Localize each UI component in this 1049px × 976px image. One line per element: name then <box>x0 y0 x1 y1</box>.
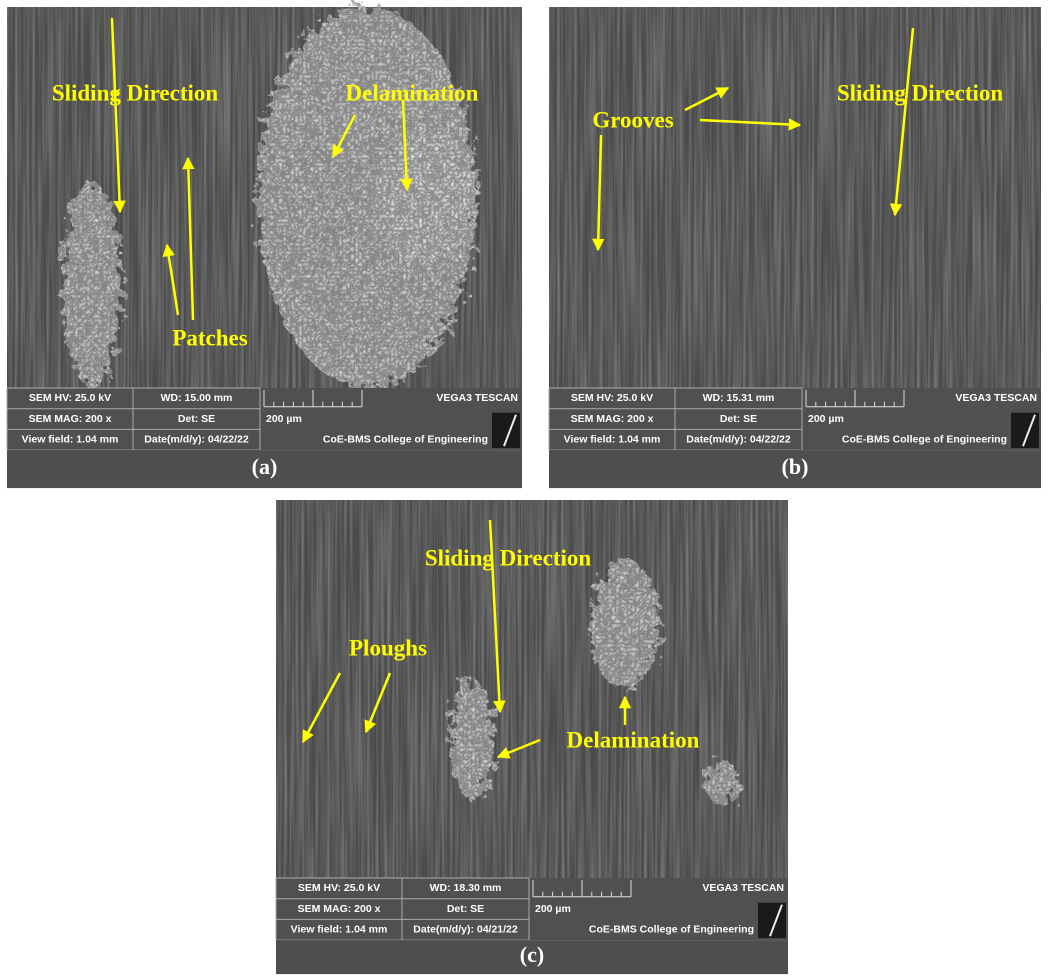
texture <box>549 7 1041 388</box>
info-text: SEM HV: 25.0 kV <box>298 882 380 894</box>
figure: Sliding Direction Delamination Patches SEM … <box>0 0 1049 976</box>
wear-patch <box>705 760 740 805</box>
info-text: SEM MAG: 200 x <box>571 413 654 425</box>
sem-panel: Sliding Direction Ploughs Delamination SEM … <box>276 500 788 974</box>
annotation: Sliding Direction <box>52 80 219 105</box>
info-text: VEGA3 TESCAN <box>702 882 784 894</box>
panel-label: (b) <box>782 454 809 479</box>
info-text: Det: SE <box>447 903 484 915</box>
wear-patch <box>450 680 495 800</box>
info-text: VEGA3 TESCAN <box>436 392 518 404</box>
annotation: Patches <box>172 325 247 350</box>
info-text: WD: 18.30 mm <box>430 882 502 894</box>
info-text: 200 µm <box>266 413 302 425</box>
info-text: WD: 15.31 mm <box>703 392 775 404</box>
info-text: Det: SE <box>720 413 757 425</box>
annotation: Grooves <box>592 107 673 132</box>
info-text: CoE-BMS College of Engineering <box>589 924 754 936</box>
info-text: WD: 15.00 mm <box>161 392 233 404</box>
info-text: 200 µm <box>535 903 571 915</box>
info-text: View field: 1.04 mm <box>22 434 119 446</box>
info-text: CoE-BMS College of Engineering <box>842 434 1007 446</box>
annotation: Ploughs <box>349 635 427 660</box>
annotation: Sliding Direction <box>837 80 1004 105</box>
info-text: Det: SE <box>178 413 215 425</box>
info-text: SEM MAG: 200 x <box>298 903 381 915</box>
annotation: Sliding Direction <box>425 545 592 570</box>
info-text: View field: 1.04 mm <box>291 924 388 936</box>
page: {"panels": [ {"label": "(a)", "annotatio… <box>0 0 1049 976</box>
info-text: Date(m/d/y): 04/21/22 <box>413 924 518 936</box>
annotation: Delamination <box>567 727 700 752</box>
info-text: VEGA3 TESCAN <box>955 392 1037 404</box>
info-text: Date(m/d/y): 04/22/22 <box>686 434 791 446</box>
sem-panel: Grooves Sliding Direction SEM HV: 25.0 kV W… <box>549 7 1041 488</box>
sem-panel: Sliding Direction Delamination Patches SEM … <box>7 7 522 488</box>
info-text: Date(m/d/y): 04/22/22 <box>144 434 249 446</box>
info-text: SEM HV: 25.0 kV <box>29 392 111 404</box>
annotation: Delamination <box>346 80 479 105</box>
info-text: 200 µm <box>808 413 844 425</box>
wear-patch <box>377 127 477 267</box>
panel-label: (c) <box>520 942 544 967</box>
wear-patch <box>62 182 122 387</box>
info-text: SEM MAG: 200 x <box>29 413 112 425</box>
info-text: CoE-BMS College of Engineering <box>323 434 488 446</box>
info-text: View field: 1.04 mm <box>564 434 661 446</box>
info-text: SEM HV: 25.0 kV <box>571 392 653 404</box>
wear-patch <box>590 560 660 690</box>
panel-label: (a) <box>252 454 278 479</box>
